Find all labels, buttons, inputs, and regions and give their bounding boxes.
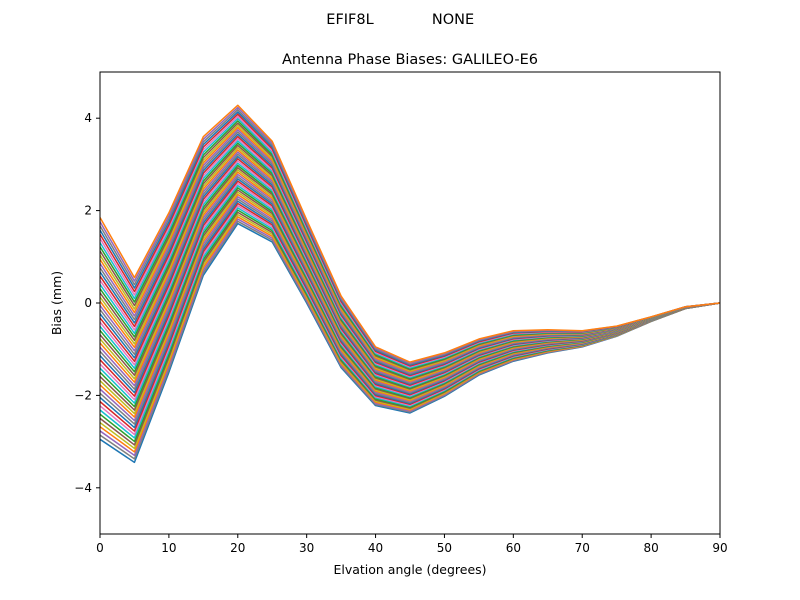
x-tick-label: 50: [437, 541, 452, 555]
y-axis-label: Bias (mm): [49, 271, 64, 335]
x-axis: 0 10 20 30 40 50 60 70 80 90: [96, 534, 728, 555]
x-tick-label: 20: [230, 541, 245, 555]
y-tick-label: 0: [84, 296, 92, 310]
chart-title: Antenna Phase Biases: GALILEO-E6: [282, 52, 538, 68]
y-tick-label: 2: [84, 204, 92, 218]
x-axis-label: Elvation angle (degrees): [333, 562, 486, 577]
y-tick-label: −2: [74, 388, 92, 402]
x-tick-label: 0: [96, 541, 104, 555]
series-lines: [100, 104, 720, 464]
x-tick-label: 40: [368, 541, 383, 555]
series-line: [100, 104, 720, 363]
y-tick-label: −4: [74, 481, 92, 495]
x-tick-label: 60: [506, 541, 521, 555]
x-tick-label: 30: [299, 541, 314, 555]
x-tick-label: 80: [643, 541, 658, 555]
x-tick-label: 10: [161, 541, 176, 555]
suptitle-right: NONE: [432, 12, 474, 28]
y-axis: −4 −2 0 2 4: [74, 111, 100, 495]
y-tick-label: 4: [84, 111, 92, 125]
x-tick-label: 70: [575, 541, 590, 555]
suptitle-left: EFIF8L: [326, 12, 373, 28]
x-tick-label: 90: [712, 541, 727, 555]
